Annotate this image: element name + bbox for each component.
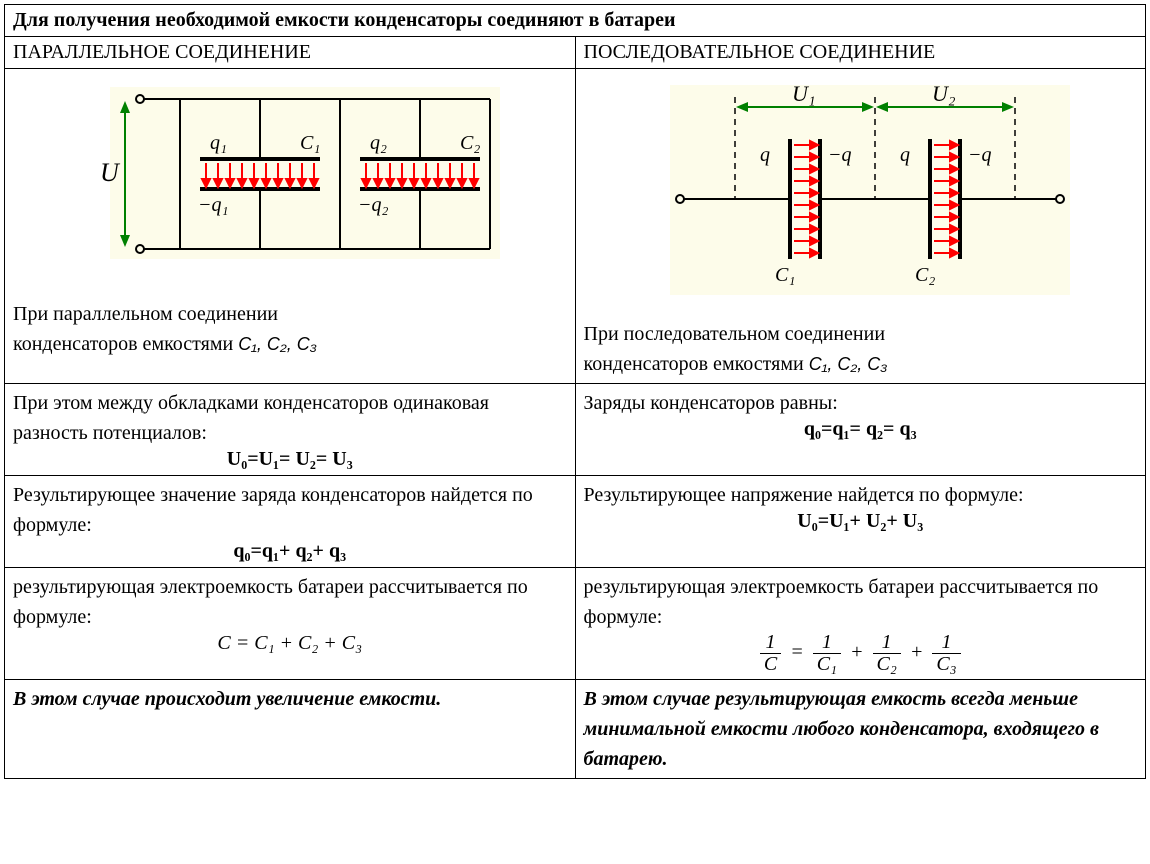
svg-text:−q: −q xyxy=(828,144,852,166)
left-row2-formula: U₀=U₁= U₂= U₃ xyxy=(13,448,567,471)
svg-text:U₂: U₂ xyxy=(932,81,956,106)
left-row2: При этом между обкладками конденсаторов … xyxy=(5,384,576,476)
left-row3-text: Результирующее значение заряда конденсат… xyxy=(13,480,567,540)
svg-text:q₁: q₁ xyxy=(210,132,227,154)
frac-t2-den: C₂ xyxy=(873,654,901,675)
left-row5-text: В этом случае происходит увеличение емко… xyxy=(13,684,567,714)
frac-t2-num: 1 xyxy=(873,632,901,654)
left-row3: Результирующее значение заряда конденсат… xyxy=(5,476,576,568)
svg-text:−q₁: −q₁ xyxy=(198,194,228,216)
frac-t3-num: 1 xyxy=(932,632,960,654)
right-row3: Результирующее напряжение найдется по фо… xyxy=(575,476,1146,568)
right-intro-line1: При последовательном соединении xyxy=(584,323,886,345)
parallel-diagram: U xyxy=(70,79,510,289)
svg-text:q: q xyxy=(900,144,910,166)
svg-text:U: U xyxy=(100,158,121,187)
right-row4-text: результирующая электроемкость батареи ра… xyxy=(584,572,1138,632)
right-row4: результирующая электроемкость батареи ра… xyxy=(575,568,1146,680)
right-row4-formula: 1C = 1C₁ + 1C₂ + 1C₃ xyxy=(584,632,1138,675)
left-row4: результирующая электроемкость батареи ра… xyxy=(5,568,576,680)
right-caps: C₁, C₂, C₃ xyxy=(809,354,888,374)
svg-text:−q₂: −q₂ xyxy=(358,194,388,216)
frac-t1-den: C₁ xyxy=(813,654,841,675)
right-row2-text: Заряды конденсаторов равны: xyxy=(584,388,1138,418)
frac-lhs-den: C xyxy=(760,654,781,675)
capacitor-connections-table: Для получения необходимой емкости конден… xyxy=(4,4,1146,779)
right-row3-formula: U₀=U₁+ U₂+ U₃ xyxy=(584,510,1138,533)
svg-text:U₁: U₁ xyxy=(792,81,816,106)
right-diagram-cell: U₁ U₂ xyxy=(575,69,1146,384)
left-row3-formula: q₀=q₁+ q₂+ q₃ xyxy=(13,540,567,563)
right-row2: Заряды конденсаторов равны: q₀=q₁= q₂= q… xyxy=(575,384,1146,476)
right-row2-formula: q₀=q₁= q₂= q₃ xyxy=(584,418,1138,441)
right-intro: При последовательном соединении конденса… xyxy=(584,319,1138,379)
svg-text:C₂: C₂ xyxy=(915,264,935,286)
right-row5-text: В этом случае результирующая емкость все… xyxy=(584,684,1138,774)
svg-text:q₂: q₂ xyxy=(370,132,387,154)
series-diagram: U₁ U₂ xyxy=(640,79,1080,309)
left-header: ПАРАЛЛЕЛЬНОЕ СОЕДИНЕНИЕ xyxy=(5,37,576,69)
left-row4-text: результирующая электроемкость батареи ра… xyxy=(13,572,567,632)
frac-t3-den: C₃ xyxy=(932,654,960,675)
frac-lhs-num: 1 xyxy=(760,632,781,654)
right-row3-text: Результирующее напряжение найдется по фо… xyxy=(584,480,1138,510)
left-intro-line1: При параллельном соединении xyxy=(13,303,278,325)
left-row4-formula: C = C₁ + C₂ + C₃ xyxy=(13,632,567,655)
right-intro-line2: конденсаторов емкостями xyxy=(584,353,804,375)
left-intro: При параллельном соединении конденсаторо… xyxy=(13,299,567,359)
svg-text:C₂: C₂ xyxy=(460,132,480,154)
left-row5: В этом случае происходит увеличение емко… xyxy=(5,680,576,779)
left-row2-text: При этом между обкладками конденсаторов … xyxy=(13,388,567,448)
left-diagram-cell: U xyxy=(5,69,576,384)
svg-text:q: q xyxy=(760,144,770,166)
left-intro-line2: конденсаторов емкостями xyxy=(13,333,233,355)
table-title: Для получения необходимой емкости конден… xyxy=(5,5,1146,37)
right-header: ПОСЛЕДОВАТЕЛЬНОЕ СОЕДИНЕНИЕ xyxy=(575,37,1146,69)
frac-t1-num: 1 xyxy=(813,632,841,654)
right-row5: В этом случае результирующая емкость все… xyxy=(575,680,1146,779)
svg-text:−q: −q xyxy=(968,144,992,166)
svg-text:C₁: C₁ xyxy=(300,132,320,154)
left-caps: C₁, C₂, C₃ xyxy=(238,334,317,354)
svg-text:C₁: C₁ xyxy=(775,264,795,286)
